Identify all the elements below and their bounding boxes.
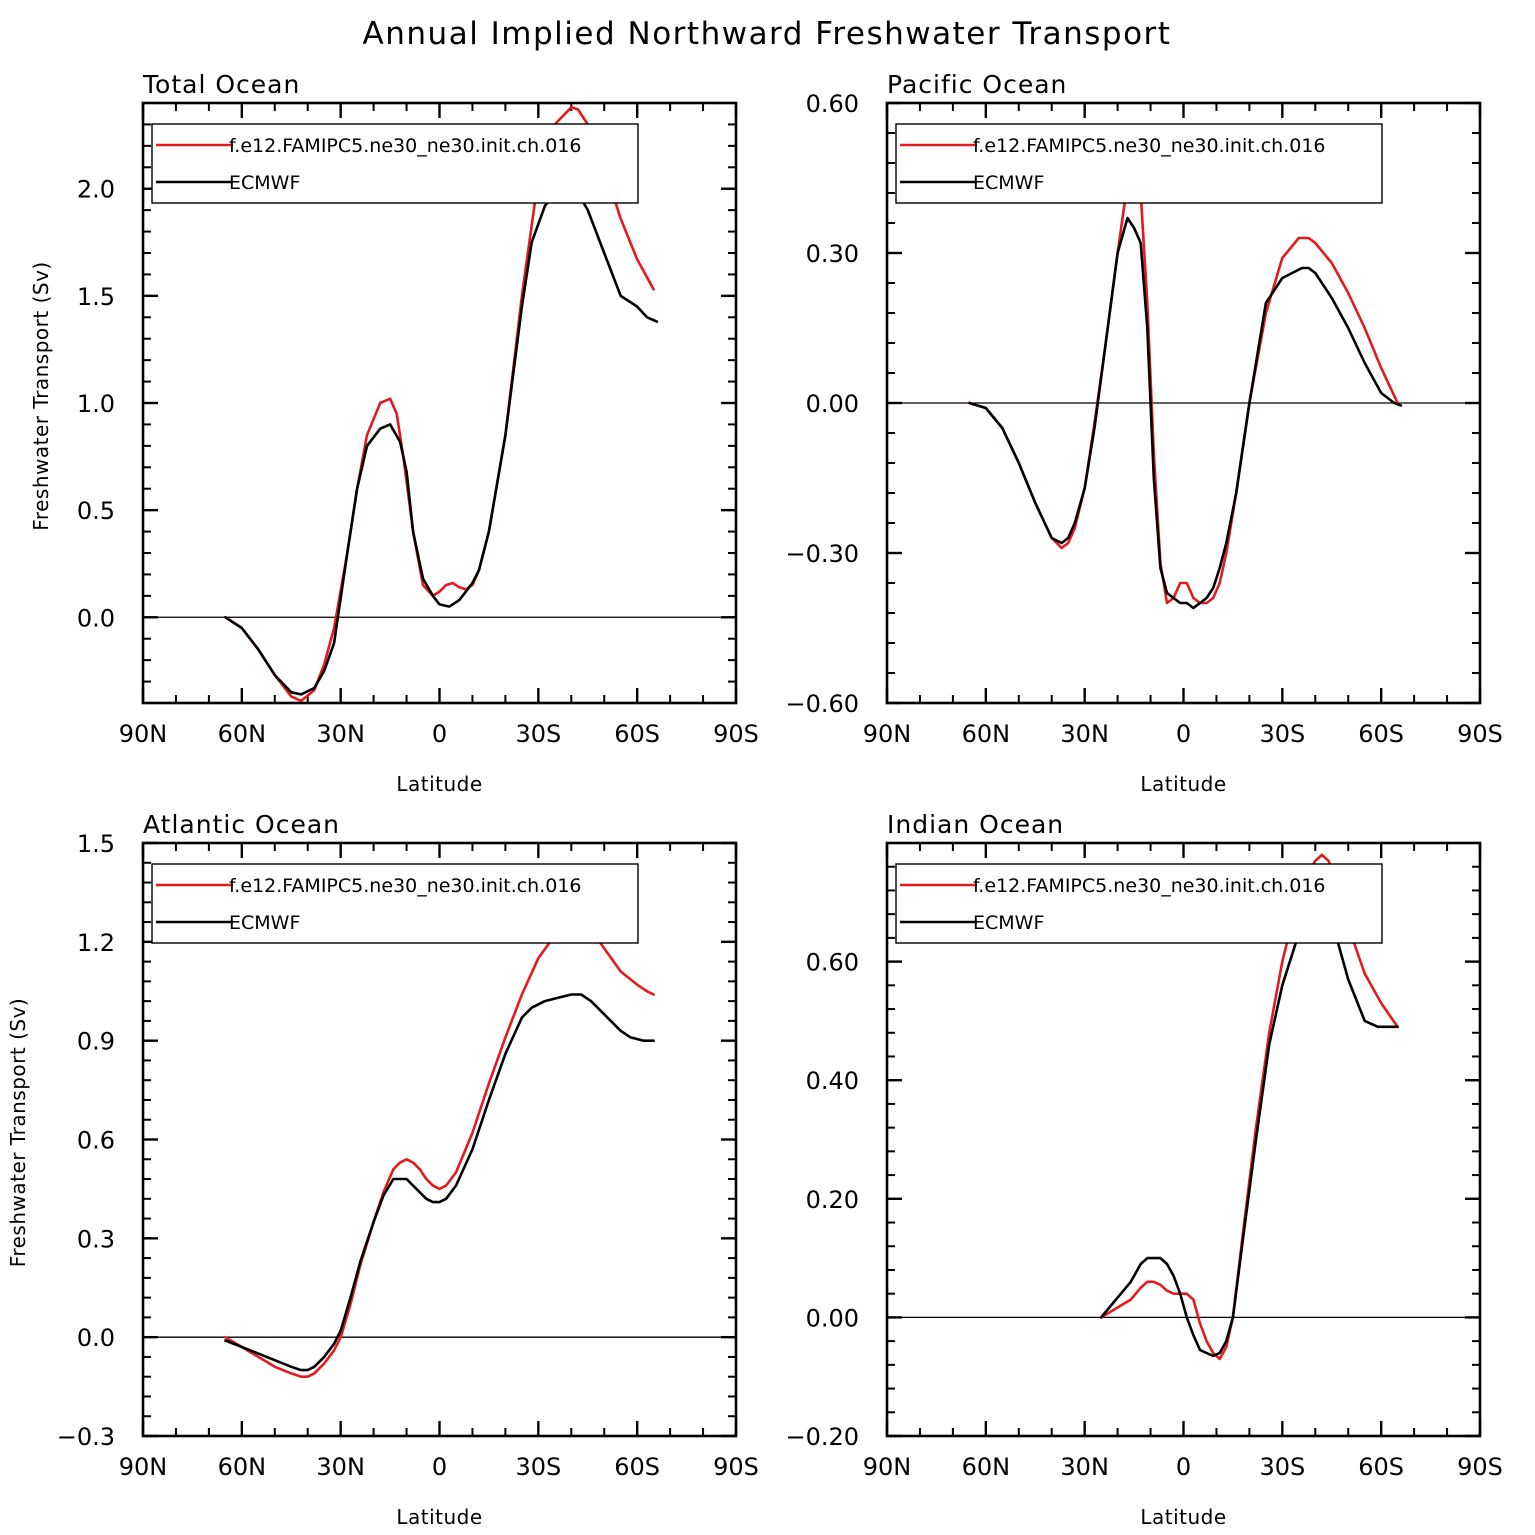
pacific-plot-frame (885, 101, 1482, 705)
x-tick-label: 0 (1176, 1453, 1191, 1481)
x-tick-label: 30S (515, 1453, 561, 1481)
legend-box (895, 123, 1383, 204)
panel-indian-ocean: 90N 60N 30N 0 30S 60S 90S −0.20 0.00 0.20 0.40 0.60… (785, 810, 1502, 1529)
x-tick-label: 90N (863, 1453, 912, 1481)
legend-box (151, 863, 639, 944)
y-tick-label: 2.0 (77, 176, 115, 204)
legend-label-ecmwf: ECMWF (229, 912, 300, 934)
indian-panel-title: Indian Ocean (887, 810, 1064, 839)
indian-x-axis-label: Latitude (1140, 1505, 1226, 1529)
y-tick-label: 0.6 (77, 1127, 115, 1155)
x-tick-label: 0 (432, 1453, 447, 1481)
legend-label-ecmwf: ECMWF (973, 172, 1044, 194)
total-legend: f.e12.FAMIPC5.ne30_ne30.init.ch.016 ECMWF (151, 123, 639, 204)
total-plot-frame (141, 101, 738, 705)
legend-label-ecmwf: ECMWF (973, 912, 1044, 934)
legend-label-model: f.e12.FAMIPC5.ne30_ne30.init.ch.016 (973, 135, 1326, 157)
x-tick-label: 0 (1176, 720, 1191, 748)
y-tick-label: 0.60 (806, 949, 859, 977)
x-tick-label: 60N (218, 1453, 267, 1481)
x-tick-label: 60S (614, 1453, 660, 1481)
x-tick-label: 60N (962, 1453, 1011, 1481)
pacific-model-series-line (968, 166, 1399, 605)
indian-ecmwf-series-line (1099, 901, 1399, 1358)
atlantic-plot-frame (141, 841, 738, 1438)
y-tick-label: −0.20 (785, 1423, 859, 1451)
y-tick-label: 1.5 (77, 283, 115, 311)
y-tick-label: 0.0 (77, 604, 115, 632)
y-tick-label: −0.30 (785, 540, 859, 568)
legend-label-model: f.e12.FAMIPC5.ne30_ne30.init.ch.016 (229, 875, 582, 897)
panel-pacific-ocean: 90N 60N 30N 0 30S 60S 90S −0.60 −0.30 0.00 0.30 0.6… (785, 70, 1502, 796)
x-tick-label: 30S (1259, 1453, 1305, 1481)
atlantic-panel-title: Atlantic Ocean (143, 810, 340, 839)
x-tick-label: 60S (614, 720, 660, 748)
total-panel-title: Total Ocean (142, 70, 300, 99)
y-tick-label: −0.60 (785, 690, 859, 718)
x-tick-label: 30S (515, 720, 561, 748)
pacific-panel-title: Pacific Ocean (887, 70, 1067, 99)
y-tick-label: 0.40 (806, 1067, 859, 1095)
y-tick-label: 0.3 (77, 1225, 115, 1253)
y-tick-label: 0.9 (77, 1028, 115, 1056)
legend-label-model: f.e12.FAMIPC5.ne30_ne30.init.ch.016 (229, 135, 582, 157)
legend-box (895, 863, 1383, 944)
y-tick-label: 0.60 (806, 90, 859, 118)
y-tick-label: 0.0 (77, 1324, 115, 1352)
atlantic-ecmwf-series-line (224, 993, 655, 1372)
panel-atlantic-ocean: 90N 60N 30N 0 30S 60S 90S −0.3 0.0 0.3 0.6 0.9 1.2 1.… (6, 810, 759, 1529)
x-tick-label: 90S (1457, 720, 1503, 748)
y-tick-label: −0.3 (57, 1423, 115, 1451)
x-tick-label: 30N (1060, 720, 1109, 748)
x-tick-label: 90S (1457, 1453, 1503, 1481)
atlantic-legend: f.e12.FAMIPC5.ne30_ne30.init.ch.016 ECMWF (151, 863, 639, 944)
atlantic-x-axis-label: Latitude (396, 1505, 482, 1529)
panel-total-ocean: 90N 60N 30N 0 30S 60S 90S 0.0 0.5 1.0 1.5 2.0 f.e12.… (29, 70, 759, 796)
x-tick-label: 0 (432, 720, 447, 748)
y-tick-label: 0.20 (806, 1186, 859, 1214)
indian-model-series-line (1099, 853, 1399, 1361)
total-x-axis-label: Latitude (396, 772, 482, 796)
x-tick-label: 60S (1358, 720, 1404, 748)
y-tick-label: 1.0 (77, 390, 115, 418)
y-tick-label: 1.5 (77, 830, 115, 858)
atlantic-y-axis-label: Freshwater Transport (Sv) (6, 998, 30, 1267)
legend-label-ecmwf: ECMWF (229, 172, 300, 194)
legend-label-model: f.e12.FAMIPC5.ne30_ne30.init.ch.016 (973, 875, 1326, 897)
x-tick-label: 90S (713, 1453, 759, 1481)
x-tick-label: 60S (1358, 1453, 1404, 1481)
pacific-legend: f.e12.FAMIPC5.ne30_ne30.init.ch.016 ECMWF (895, 123, 1383, 204)
legend-box (151, 123, 639, 204)
y-tick-label: 0.00 (806, 390, 859, 418)
indian-plot-frame (885, 841, 1482, 1438)
y-tick-label: 0.30 (806, 240, 859, 268)
x-tick-label: 90N (119, 720, 168, 748)
x-tick-label: 30S (1259, 720, 1305, 748)
x-tick-label: 90N (863, 720, 912, 748)
x-tick-label: 90S (713, 720, 759, 748)
figure-title: Annual Implied Northward Freshwater Tran… (363, 16, 1172, 52)
atlantic-model-series-line (224, 917, 655, 1378)
x-tick-label: 30N (316, 720, 365, 748)
y-tick-label: 1.2 (77, 929, 115, 957)
y-tick-label: 0.00 (806, 1304, 859, 1332)
x-tick-label: 60N (218, 720, 267, 748)
x-tick-label: 30N (1060, 1453, 1109, 1481)
total-y-axis-label: Freshwater Transport (Sv) (29, 261, 53, 530)
indian-legend: f.e12.FAMIPC5.ne30_ne30.init.ch.016 ECMWF (895, 863, 1383, 944)
x-tick-label: 30N (316, 1453, 365, 1481)
x-tick-label: 60N (962, 720, 1011, 748)
x-tick-label: 90N (119, 1453, 168, 1481)
pacific-ecmwf-series-line (968, 216, 1403, 610)
y-tick-label: 0.5 (77, 497, 115, 525)
pacific-x-axis-label: Latitude (1140, 772, 1226, 796)
